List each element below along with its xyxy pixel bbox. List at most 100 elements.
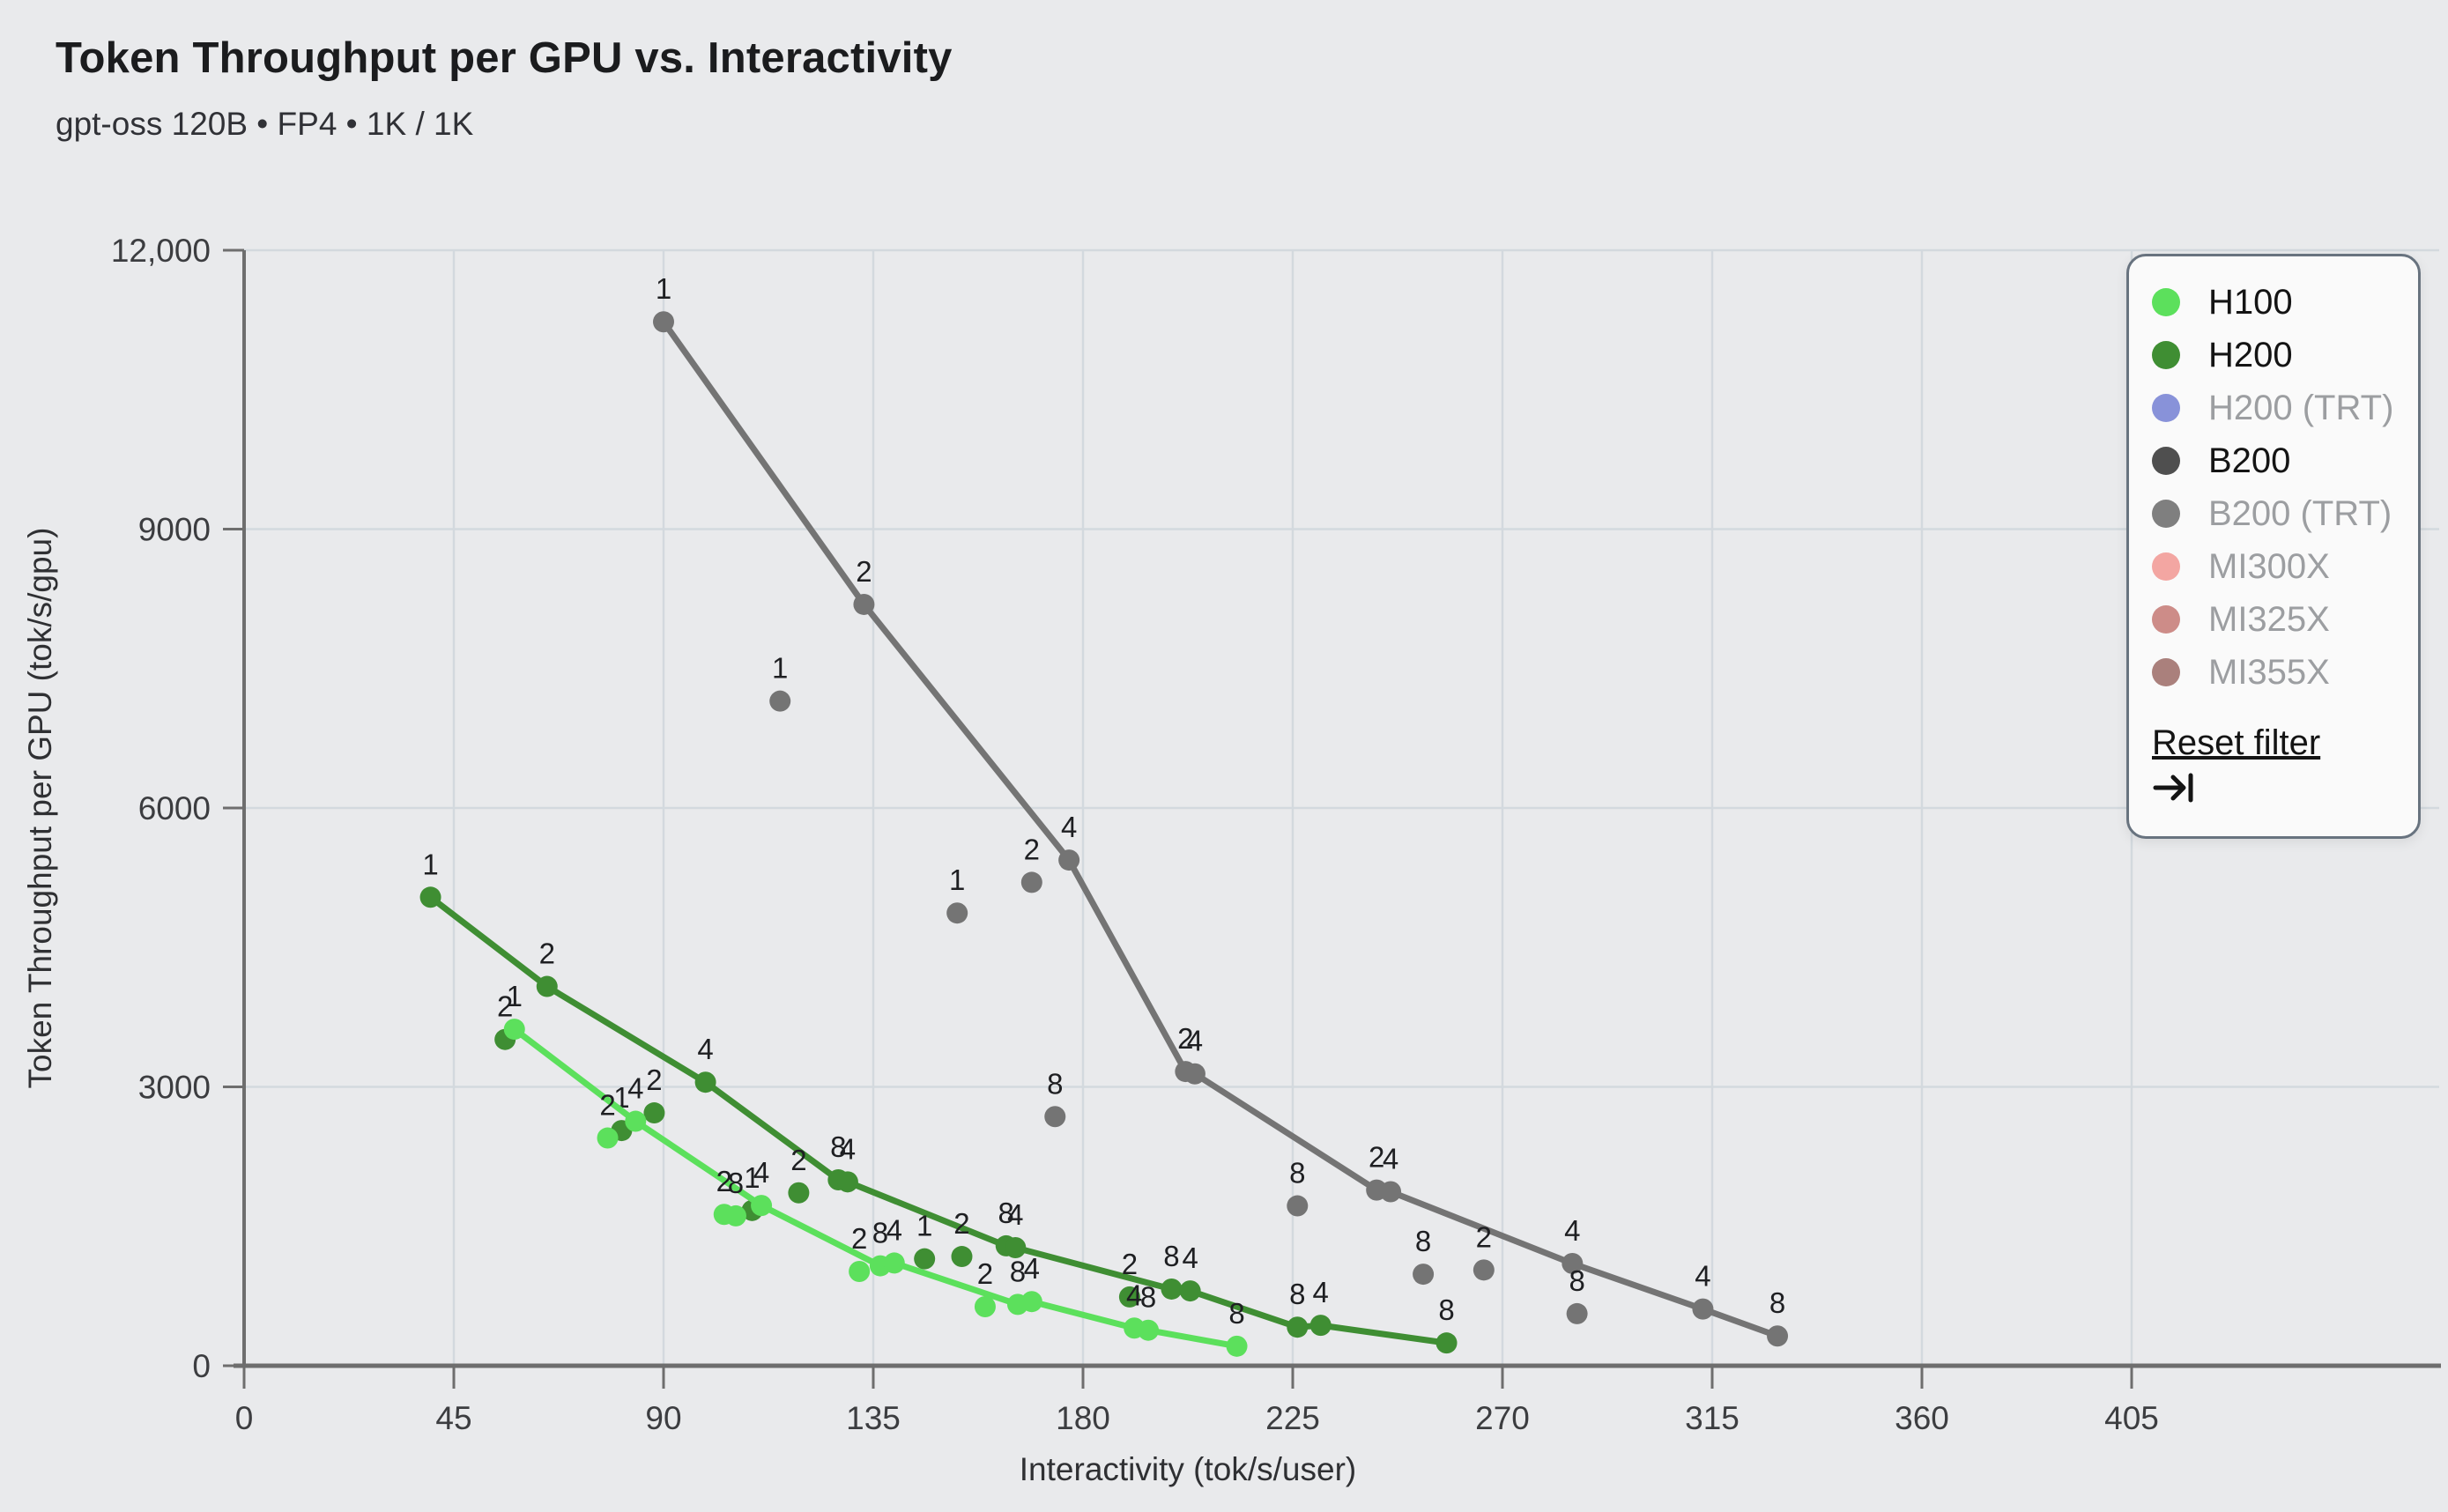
data-point-label: 2 bbox=[1122, 1248, 1138, 1280]
data-point-label: 2 bbox=[977, 1257, 993, 1290]
data-point-h100-2gpu[interactable] bbox=[849, 1261, 871, 1283]
data-point-label: 8 bbox=[872, 1217, 888, 1249]
data-point-h200-4gpu[interactable] bbox=[836, 1171, 858, 1193]
y-axis-title: Token Throughput per GPU (tok/s/gpu) bbox=[22, 528, 58, 1089]
data-point-h100-4gpu[interactable] bbox=[625, 1110, 647, 1132]
legend-item-label: H200 (TRT) bbox=[2208, 388, 2394, 427]
data-point-h200-8gpu[interactable] bbox=[1435, 1332, 1458, 1354]
legend-item-label: MI300X bbox=[2208, 546, 2330, 586]
data-point-h100-4gpu[interactable] bbox=[751, 1195, 773, 1217]
data-point-b200-2gpu[interactable] bbox=[853, 593, 875, 615]
data-point-b200-1gpu[interactable] bbox=[769, 690, 791, 712]
y-tick-label: 0 bbox=[192, 1348, 211, 1384]
data-point-h200-4gpu[interactable] bbox=[1005, 1237, 1027, 1259]
data-point-label: 1 bbox=[949, 863, 965, 896]
data-point-h200-2gpu[interactable] bbox=[951, 1246, 973, 1268]
data-point-label: 8 bbox=[1047, 1067, 1063, 1100]
data-point-label: 4 bbox=[840, 1132, 856, 1165]
data-point-h200-2gpu[interactable] bbox=[1118, 1286, 1140, 1308]
data-point-b200-4gpu[interactable] bbox=[1562, 1252, 1584, 1274]
data-point-b200-8gpu[interactable] bbox=[1767, 1325, 1789, 1347]
data-point-label: 2 bbox=[851, 1222, 867, 1255]
data-point-b200-8gpu[interactable] bbox=[1566, 1302, 1588, 1324]
data-point-b200-2gpu[interactable] bbox=[1020, 871, 1042, 893]
data-point-h200-8gpu[interactable] bbox=[1161, 1278, 1183, 1300]
legend-rows: H100 H200 H200 (TRT) B200 B200 (TRT) MI300X MI… bbox=[2152, 276, 2395, 699]
data-point-label: 2 bbox=[539, 938, 555, 970]
data-point-h200-4gpu[interactable] bbox=[1309, 1315, 1332, 1337]
data-point-h100-1gpu[interactable] bbox=[503, 1019, 525, 1041]
x-tick-label: 360 bbox=[1895, 1400, 1949, 1436]
data-point-h100-8gpu[interactable] bbox=[724, 1204, 746, 1227]
data-point-h100-8gpu[interactable] bbox=[1138, 1319, 1160, 1341]
data-point-label: 8 bbox=[1569, 1264, 1584, 1297]
y-tick-label: 9000 bbox=[138, 512, 211, 548]
data-point-label: 2 bbox=[1476, 1220, 1492, 1253]
legend-swatch-mi355x bbox=[2152, 658, 2180, 686]
data-point-label: 4 bbox=[697, 1033, 713, 1065]
legend-item-mi300x[interactable]: MI300X bbox=[2152, 540, 2395, 593]
legend-item-label: H200 bbox=[2208, 335, 2293, 374]
data-point-h200-4gpu[interactable] bbox=[1179, 1280, 1201, 1302]
data-point-h100-8gpu[interactable] bbox=[1226, 1335, 1248, 1357]
x-tick-label: 225 bbox=[1265, 1400, 1320, 1436]
data-point-label: 8 bbox=[1415, 1225, 1431, 1257]
data-point-label: 8 bbox=[998, 1197, 1014, 1229]
reset-filter-link[interactable]: Reset filter bbox=[2152, 723, 2321, 762]
data-point-b200-4gpu[interactable] bbox=[1380, 1181, 1402, 1203]
data-point-label: 4 bbox=[1187, 1025, 1203, 1057]
data-point-h200-1gpu[interactable] bbox=[914, 1248, 936, 1270]
data-point-b200-1gpu[interactable] bbox=[653, 311, 674, 333]
data-point-b200-8gpu[interactable] bbox=[1044, 1106, 1066, 1128]
legend-item-h200-trt[interactable]: H200 (TRT) bbox=[2152, 382, 2395, 434]
legend-item-label: MI325X bbox=[2208, 599, 2330, 639]
data-point-h200-2gpu[interactable] bbox=[536, 975, 558, 997]
data-point-h200-1gpu[interactable] bbox=[419, 886, 441, 908]
collapse-legend-icon[interactable] bbox=[2152, 768, 2198, 807]
data-point-label: 4 bbox=[1024, 1252, 1040, 1285]
legend-swatch-h100 bbox=[2152, 288, 2180, 316]
data-point-label: 2 bbox=[953, 1207, 969, 1240]
data-point-h200-4gpu[interactable] bbox=[694, 1071, 716, 1093]
legend-swatch-h200 bbox=[2152, 341, 2180, 369]
data-point-h200-2gpu[interactable] bbox=[788, 1182, 810, 1204]
x-tick-label: 315 bbox=[1685, 1400, 1740, 1436]
data-point-b200-4gpu[interactable] bbox=[1183, 1063, 1205, 1085]
series-line-b200 bbox=[660, 318, 1781, 1339]
data-point-label: 2 bbox=[856, 555, 872, 588]
data-point-label: 8 bbox=[1228, 1297, 1244, 1330]
data-point-h200-2gpu[interactable] bbox=[643, 1102, 665, 1124]
data-point-h100-2gpu[interactable] bbox=[597, 1127, 619, 1149]
legend-item-h200[interactable]: H200 bbox=[2152, 329, 2395, 382]
data-point-label: 2 bbox=[1369, 1141, 1384, 1174]
x-tick-label: 180 bbox=[1056, 1400, 1110, 1436]
data-point-label: 4 bbox=[1313, 1276, 1329, 1308]
data-point-b200-8gpu[interactable] bbox=[1413, 1264, 1435, 1286]
data-point-h200-8gpu[interactable] bbox=[1287, 1316, 1309, 1338]
data-point-h100-2gpu[interactable] bbox=[974, 1296, 996, 1318]
data-point-label: 2 bbox=[790, 1144, 806, 1176]
data-point-label: 4 bbox=[1695, 1260, 1710, 1293]
data-point-label: 4 bbox=[1007, 1198, 1023, 1231]
data-point-b200-1gpu[interactable] bbox=[946, 902, 968, 924]
data-point-b200-8gpu[interactable] bbox=[1287, 1195, 1309, 1217]
legend-item-mi355x[interactable]: MI355X bbox=[2152, 646, 2395, 699]
data-point-b200-4gpu[interactable] bbox=[1692, 1298, 1714, 1320]
data-point-h100-4gpu[interactable] bbox=[1020, 1291, 1042, 1313]
data-point-label: 1 bbox=[656, 272, 671, 305]
data-point-label: 8 bbox=[1289, 1157, 1305, 1190]
x-tick-label: 90 bbox=[645, 1400, 681, 1436]
legend-item-b200-trt[interactable]: B200 (TRT) bbox=[2152, 487, 2395, 540]
legend-item-mi325x[interactable]: MI325X bbox=[2152, 593, 2395, 646]
legend-swatch-b200 bbox=[2152, 447, 2180, 475]
data-point-h100-4gpu[interactable] bbox=[883, 1252, 905, 1274]
legend-item-b200[interactable]: B200 bbox=[2152, 434, 2395, 487]
data-point-label: 8 bbox=[1769, 1286, 1785, 1319]
legend-item-label: B200 bbox=[2208, 441, 2291, 480]
data-point-b200-4gpu[interactable] bbox=[1058, 849, 1080, 871]
data-point-b200-2gpu[interactable] bbox=[1473, 1259, 1495, 1281]
legend-item-h100[interactable]: H100 bbox=[2152, 276, 2395, 329]
data-point-label: 1 bbox=[744, 1161, 760, 1194]
x-tick-label: 405 bbox=[2104, 1400, 2159, 1436]
